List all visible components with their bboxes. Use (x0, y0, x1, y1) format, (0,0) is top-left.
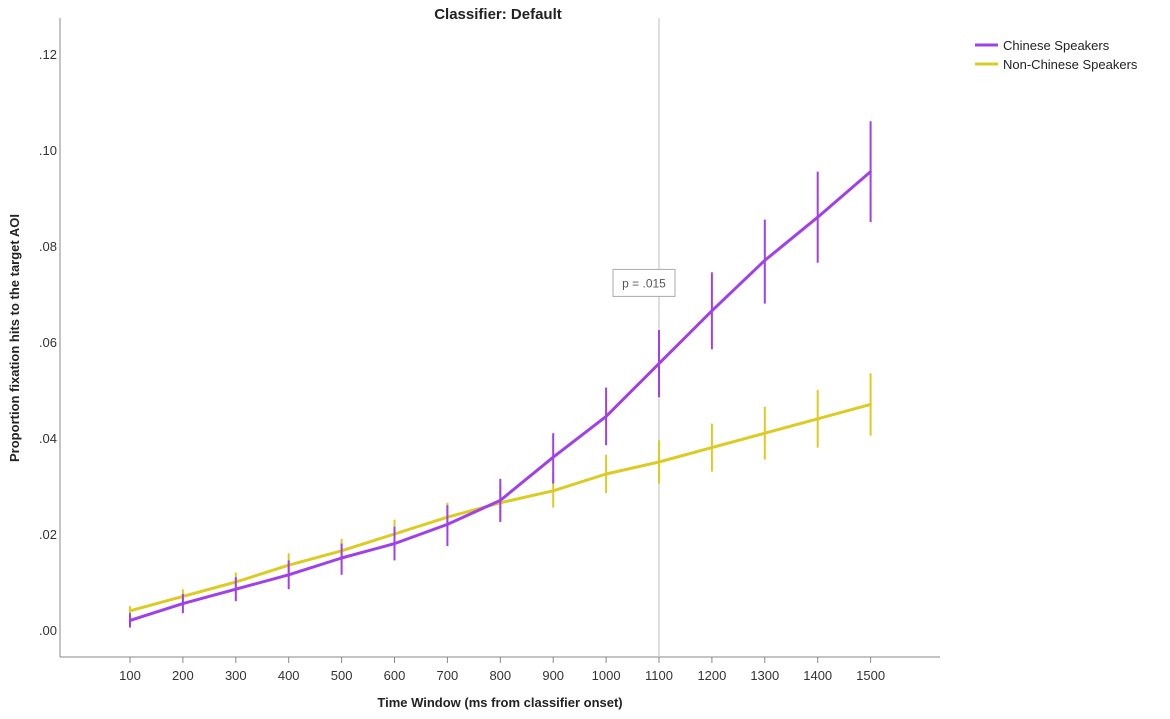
x-tick-label: 100 (119, 668, 141, 683)
legend-label: Non-Chinese Speakers (1003, 57, 1138, 72)
data-point (816, 216, 819, 219)
data-point (287, 573, 290, 576)
x-tick-label: 1400 (803, 668, 832, 683)
y-tick-label: .00 (39, 623, 57, 638)
y-tick-label: .08 (39, 239, 57, 254)
data-point (234, 588, 237, 591)
data-point (604, 472, 608, 476)
legend: Chinese Speakers Non-Chinese Speakers (975, 38, 1138, 72)
x-tick-label: 1300 (750, 668, 779, 683)
y-tick-labels: .00 .02 .04 .06 .08 .10 .12 (39, 47, 57, 638)
x-tick-labels: 100 200 300 400 500 600 700 800 900 1000 1100 1200 1… (119, 657, 885, 683)
data-point (181, 602, 185, 605)
x-tick-label: 700 (437, 668, 459, 683)
annotation-box (612, 268, 676, 297)
x-tick-label: 200 (172, 668, 194, 683)
x-tick-label: 1200 (697, 668, 726, 683)
annotation-label: p = .015 (622, 276, 666, 290)
y-tick-label: .02 (39, 527, 57, 542)
data-point (340, 556, 343, 560)
x-tick-label: 600 (384, 668, 406, 683)
y-tick-label: .04 (39, 431, 57, 446)
data-point (763, 432, 766, 435)
data-point (128, 619, 132, 622)
y-axis-label: Proportion fixation hits to the target A… (7, 214, 22, 462)
data-point (446, 523, 449, 526)
data-point (710, 309, 714, 312)
x-tick-label: 1100 (645, 668, 673, 683)
y-tick-label: .06 (39, 335, 57, 350)
data-point (710, 446, 714, 449)
series-group (128, 121, 872, 628)
x-tick-label: 1000 (592, 668, 621, 683)
x-tick-label: 1500 (856, 668, 885, 683)
x-tick-label: 800 (489, 668, 511, 683)
data-point (657, 460, 661, 464)
data-point (393, 542, 396, 545)
data-point (816, 417, 819, 420)
legend-label: Chinese Speakers (1003, 38, 1110, 53)
data-point (657, 362, 661, 365)
x-tick-label: 500 (331, 668, 353, 683)
data-point (499, 499, 502, 502)
x-tick-label: 900 (542, 668, 564, 683)
y-tick-label: .12 (39, 47, 57, 62)
data-point (763, 259, 766, 262)
plot-frame (59, 18, 940, 658)
x-tick-label: 300 (225, 668, 247, 683)
chart-title: Classifier: Default (434, 6, 562, 23)
x-axis-label: Time Window (ms from classifier onset) (377, 695, 622, 710)
data-point (869, 170, 872, 173)
p-value-annotation: p = .015 (612, 268, 676, 297)
y-tick-label: .10 (39, 143, 57, 158)
data-point (552, 456, 555, 459)
data-point (604, 415, 608, 418)
series-line (129, 170, 872, 622)
data-point (869, 403, 872, 406)
x-tick-label: 400 (278, 668, 300, 683)
data-point (552, 489, 555, 492)
data-point (128, 609, 132, 612)
series-chinese-speakers (128, 121, 872, 628)
